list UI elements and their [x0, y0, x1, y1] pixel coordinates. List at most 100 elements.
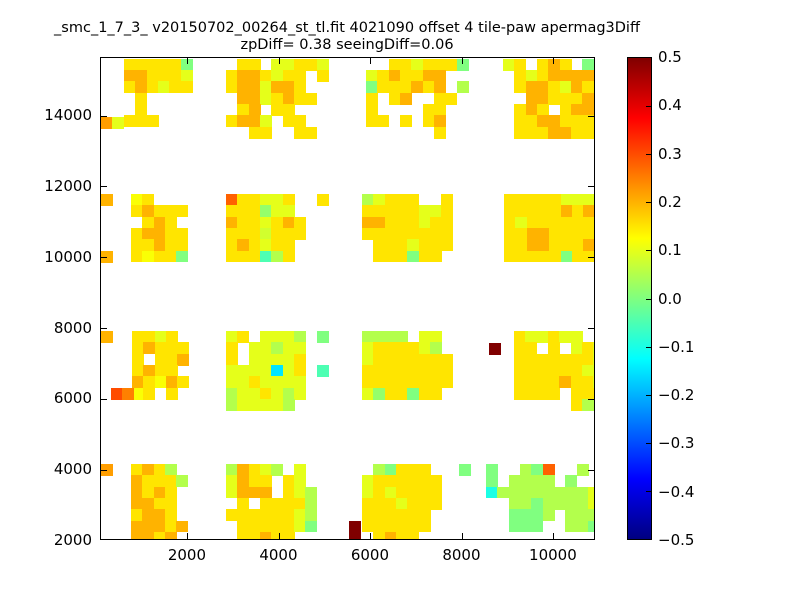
- heatmap-cell: [135, 58, 148, 71]
- heatmap-cell: [294, 365, 306, 377]
- heatmap-cell: [165, 250, 177, 263]
- heatmap-cell: [538, 216, 550, 229]
- heatmap-cell: [407, 365, 420, 377]
- heatmap-cell: [441, 205, 454, 218]
- heatmap-cell: [282, 104, 295, 116]
- heatmap-cell: [142, 509, 155, 522]
- heatmap-cell: [434, 126, 446, 139]
- heatmap-cell: [384, 509, 397, 522]
- heatmap-cell: [434, 58, 446, 71]
- heatmap-cell: [549, 250, 562, 263]
- heatmap-cell: [373, 497, 386, 510]
- heatmap-cell: [294, 509, 306, 522]
- heatmap-cell: [588, 497, 594, 510]
- heatmap-cell: [131, 227, 143, 240]
- heatmap-cell: [593, 58, 594, 71]
- heatmap-cell: [271, 239, 284, 252]
- heatmap-cell: [143, 376, 156, 389]
- heatmap-cell: [237, 58, 250, 71]
- heatmap-cell: [384, 227, 397, 240]
- heatmap-cell: [525, 104, 538, 116]
- y-tick-mark: [101, 115, 107, 117]
- heatmap-cell: [271, 58, 284, 71]
- heatmap-cell: [271, 497, 284, 510]
- heatmap-cell: [536, 387, 549, 400]
- heatmap-cell: [294, 353, 306, 366]
- heatmap-cell: [294, 58, 306, 71]
- heatmap-cell: [225, 463, 238, 476]
- heatmap-cell: [588, 520, 594, 533]
- heatmap-cell: [260, 331, 272, 343]
- colorbar-tick-label: 0.3: [658, 144, 682, 163]
- heatmap-cell: [282, 227, 295, 240]
- heatmap-cell: [520, 486, 532, 499]
- heatmap-cell: [260, 463, 272, 476]
- heatmap-cell: [559, 92, 572, 105]
- heatmap-cell: [593, 70, 594, 82]
- heatmap-cell: [559, 353, 572, 366]
- heatmap-cell: [180, 58, 193, 71]
- heatmap-cell: [582, 342, 594, 355]
- heatmap-cell: [282, 115, 295, 128]
- heatmap-cell: [146, 70, 159, 82]
- heatmap-cell: [260, 115, 272, 128]
- heatmap-cell: [282, 353, 295, 366]
- heatmap-cell: [486, 475, 498, 488]
- heatmap-cell: [316, 193, 329, 206]
- heatmap-cell: [237, 193, 250, 206]
- heatmap-cell: [570, 376, 583, 389]
- heatmap-cell: [531, 463, 544, 476]
- heatmap-cell: [282, 497, 295, 510]
- heatmap-cell: [131, 509, 143, 522]
- heatmap-cell: [488, 342, 501, 355]
- heatmap-cell: [508, 486, 521, 499]
- heatmap-cell: [373, 250, 386, 263]
- heatmap-cell: [349, 532, 361, 539]
- heatmap-cell: [572, 227, 584, 240]
- heatmap-cell: [520, 509, 532, 522]
- heatmap-cell: [537, 81, 549, 94]
- heatmap-cell: [548, 353, 560, 366]
- heatmap-cell: [177, 353, 190, 366]
- heatmap-cell: [237, 520, 250, 533]
- colorbar-tick-label: −0.5: [658, 531, 695, 549]
- heatmap-cell: [225, 239, 238, 252]
- heatmap-cell: [565, 520, 578, 533]
- heatmap-cell: [271, 216, 284, 229]
- heatmap-cell: [536, 365, 549, 377]
- heatmap-cell: [225, 331, 238, 343]
- heatmap-cell: [361, 509, 374, 522]
- heatmap-cell: [316, 70, 329, 82]
- heatmap-cell: [441, 227, 454, 240]
- heatmap-cell: [411, 70, 424, 82]
- heatmap-cell: [384, 531, 397, 539]
- heatmap-cell: [260, 70, 272, 82]
- heatmap-cell: [515, 193, 528, 206]
- heatmap-cell: [396, 353, 408, 366]
- heatmap-cell: [305, 509, 318, 522]
- heatmap-cell: [537, 58, 549, 71]
- heatmap-cell: [570, 353, 583, 366]
- y-tick-label: 6000: [53, 389, 92, 408]
- heatmap-cell: [422, 104, 435, 116]
- heatmap-cell: [271, 531, 284, 539]
- x-tick-mark: [461, 533, 463, 539]
- x-tick-mark: [278, 58, 280, 64]
- heatmap-cell: [365, 104, 378, 116]
- x-tick-label: 4000: [259, 546, 298, 564]
- heatmap-cell: [514, 353, 526, 366]
- heatmap-cell: [570, 365, 583, 377]
- heatmap-cell: [165, 509, 177, 522]
- heatmap-cell: [384, 193, 397, 206]
- heatmap-cell: [434, 104, 446, 116]
- heatmap-cell: [548, 331, 560, 343]
- heatmap-cell: [166, 353, 178, 366]
- heatmap-cell: [396, 387, 408, 400]
- heatmap-cell: [422, 115, 435, 128]
- heatmap-cell: [166, 331, 178, 343]
- heatmap-cell: [361, 486, 374, 499]
- heatmap-cell: [177, 342, 190, 355]
- heatmap-cell: [559, 81, 572, 94]
- heatmap-cell: [514, 376, 526, 389]
- heatmap-cell: [143, 365, 156, 377]
